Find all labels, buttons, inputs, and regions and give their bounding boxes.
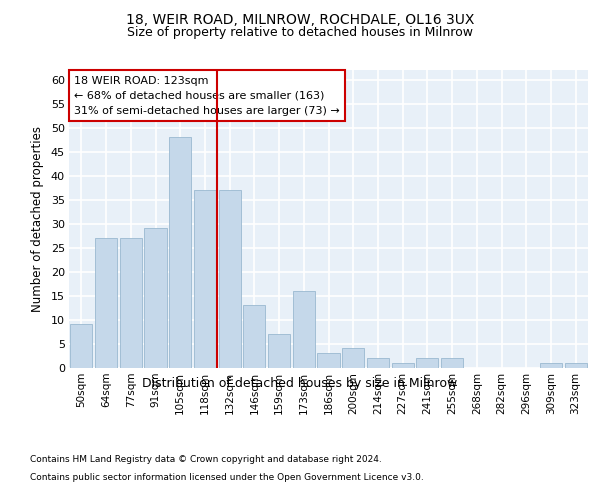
Bar [416,358,439,368]
Bar [540,362,562,368]
Bar [169,137,191,368]
Bar [293,290,315,368]
Bar [317,353,340,368]
Bar [145,228,167,368]
Bar [243,305,265,368]
Bar [342,348,364,368]
Bar [218,190,241,368]
Text: Contains public sector information licensed under the Open Government Licence v3: Contains public sector information licen… [30,472,424,482]
Text: 18, WEIR ROAD, MILNROW, ROCHDALE, OL16 3UX: 18, WEIR ROAD, MILNROW, ROCHDALE, OL16 3… [126,12,474,26]
Text: Distribution of detached houses by size in Milnrow: Distribution of detached houses by size … [142,378,458,390]
Bar [565,362,587,368]
Bar [95,238,117,368]
Y-axis label: Number of detached properties: Number of detached properties [31,126,44,312]
Bar [367,358,389,368]
Bar [392,362,414,368]
Text: 18 WEIR ROAD: 123sqm
← 68% of detached houses are smaller (163)
31% of semi-deta: 18 WEIR ROAD: 123sqm ← 68% of detached h… [74,76,340,116]
Bar [268,334,290,368]
Text: Contains HM Land Registry data © Crown copyright and database right 2024.: Contains HM Land Registry data © Crown c… [30,455,382,464]
Bar [119,238,142,368]
Bar [441,358,463,368]
Text: Size of property relative to detached houses in Milnrow: Size of property relative to detached ho… [127,26,473,39]
Bar [194,190,216,368]
Bar [70,324,92,368]
